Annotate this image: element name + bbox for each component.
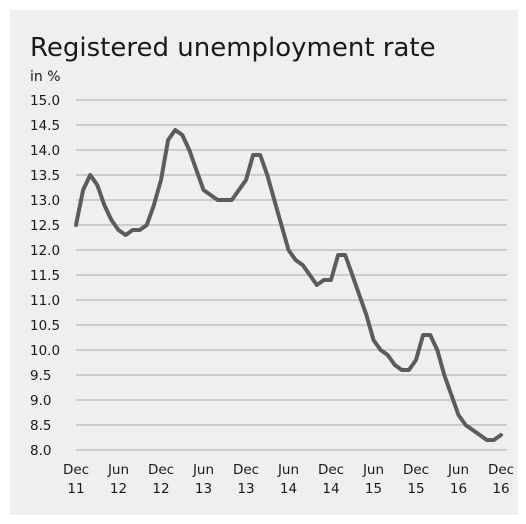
chart-panel: Registered unemployment rate in % 15.0 14… [10,10,518,515]
y-tick-label: 14.5 [30,118,60,134]
x-tick-label: Jun 16 [447,462,469,497]
x-tick-label: Dec 11 [63,462,89,497]
y-tick-label: 10.0 [30,343,60,359]
x-tick-year: 13 [237,481,254,497]
y-axis-unit-label: in % [30,69,61,85]
x-tick-label: Dec 15 [403,462,429,497]
x-tick-month: Dec [233,462,259,478]
x-tick-month: Jun [447,462,469,478]
y-tick-label: 12.0 [30,243,60,259]
x-tick-label: Jun 14 [277,462,299,497]
y-tick-label: 13.0 [30,193,60,209]
x-tick-month: Dec [318,462,344,478]
x-tick-year: 12 [110,481,127,497]
x-tick-month: Dec [403,462,429,478]
y-tick-label: 11.0 [30,293,60,309]
x-tick-label: Jun 12 [107,462,129,497]
y-tick-label: 15.0 [30,93,60,109]
y-axis-tick-labels: 15.0 14.5 14.0 13.5 13.0 12.5 12.0 11.5 11.0 10.5… [30,93,60,459]
y-tick-label: 11.5 [30,268,60,284]
y-tick-label: 8.0 [30,443,51,459]
x-tick-month: Dec [63,462,89,478]
y-tick-label: 13.5 [30,168,60,184]
y-tick-label: 14.0 [30,143,60,159]
x-tick-label: Dec 12 [148,462,174,497]
x-tick-year: 15 [407,481,424,497]
x-tick-label: Jun 15 [362,462,384,497]
y-tick-label: 8.5 [30,418,51,434]
x-tick-month: Jun [192,462,214,478]
chart-title: Registered unemployment rate [30,33,436,63]
y-tick-label: 12.5 [30,218,60,234]
x-tick-year: 13 [195,481,212,497]
x-tick-year: 15 [365,481,382,497]
x-tick-label: Dec 13 [233,462,259,497]
series-group [74,128,503,442]
x-tick-label: Jun 13 [192,462,214,497]
x-tick-year: 14 [280,481,297,497]
x-tick-year: 14 [322,481,339,497]
x-tick-month: Jun [277,462,299,478]
y-tick-label: 9.0 [30,393,51,409]
x-tick-month: Dec [488,462,514,478]
x-axis-tick-labels: Dec 11 Jun 12 Dec 12 Jun 13 Dec 13 Jun 14 Dec 14 Jun 15… [63,462,514,497]
line-chart: Registered unemployment rate in % 15.0 14… [30,33,514,497]
gridlines [76,99,507,451]
x-tick-year: 12 [152,481,169,497]
x-tick-month: Jun [107,462,129,478]
y-tick-label: 9.5 [30,368,51,384]
x-tick-label: Dec 14 [318,462,344,497]
x-tick-label: Dec 16 [488,462,514,497]
x-tick-month: Dec [148,462,174,478]
y-tick-label: 10.5 [30,318,60,334]
x-tick-year: 11 [67,481,84,497]
x-tick-month: Jun [362,462,384,478]
x-tick-year: 16 [492,481,509,497]
x-tick-year: 16 [450,481,467,497]
series-line [74,128,503,442]
